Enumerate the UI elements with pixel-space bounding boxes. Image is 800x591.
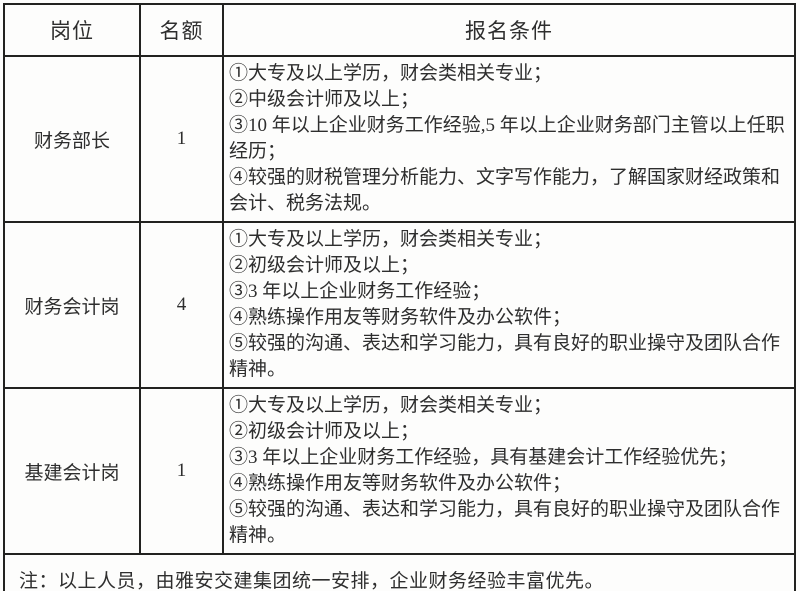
condition-line: ①大专及以上学历，财会类相关专业； bbox=[229, 63, 553, 84]
quota-cell: 4 bbox=[139, 221, 224, 389]
recruitment-table: 岗位 名额 报名条件 财务部长 1 ①大专及以上学历，财会类相关专业； ②中级会… bbox=[3, 3, 796, 591]
condition-line: ⑤较强的沟通、表达和学习能力，具有良好的职业操守及团队合作精神。 bbox=[229, 333, 781, 380]
position-cell: 财务会计岗 bbox=[3, 221, 141, 389]
condition-line: ②中级会计师及以上； bbox=[229, 89, 420, 110]
condition-line: ①大专及以上学历，财会类相关专业； bbox=[229, 395, 553, 416]
condition-line: ③3 年以上企业财务工作经验，具有基建会计工作经验优先； bbox=[229, 447, 738, 468]
position-cell: 基建会计岗 bbox=[3, 387, 141, 555]
condition-line: ⑤较强的沟通、表达和学习能力，具有良好的职业操守及团队合作精神。 bbox=[229, 499, 781, 546]
table-header-row: 岗位 名额 报名条件 bbox=[3, 3, 796, 57]
table-row-financial-accountant: 财务会计岗 4 ①大专及以上学历，财会类相关专业； ②初级会计师及以上； ③3 … bbox=[3, 221, 796, 389]
quota-cell: 1 bbox=[139, 55, 224, 223]
position-cell: 财务部长 bbox=[3, 55, 141, 223]
condition-line: ②初级会计师及以上； bbox=[229, 421, 420, 442]
conditions-cell: ①大专及以上学历，财会类相关专业； ②初级会计师及以上； ③3 年以上企业财务工… bbox=[222, 221, 796, 389]
table-row-finance-director: 财务部长 1 ①大专及以上学历，财会类相关专业； ②中级会计师及以上； ③10 … bbox=[3, 55, 796, 223]
condition-line: ①大专及以上学历，财会类相关专业； bbox=[229, 229, 553, 250]
header-quota: 名额 bbox=[139, 3, 224, 57]
condition-line: ③10 年以上企业财务工作经验,5 年以上企业财务部门主管以上任职经历； bbox=[229, 115, 785, 162]
condition-line: ④熟练操作用友等财务软件及办公软件； bbox=[229, 307, 572, 328]
condition-line: ②初级会计师及以上； bbox=[229, 255, 420, 276]
condition-line: ④熟练操作用友等财务软件及办公软件； bbox=[229, 473, 572, 494]
note-text: 注：以上人员，由雅安交建集团统一安排，企业财务经验丰富优先。 bbox=[3, 553, 796, 591]
table-note-row: 注：以上人员，由雅安交建集团统一安排，企业财务经验丰富优先。 bbox=[3, 553, 796, 591]
conditions-cell: ①大专及以上学历，财会类相关专业； ②中级会计师及以上； ③10 年以上企业财务… bbox=[222, 55, 796, 223]
quota-cell: 1 bbox=[139, 387, 224, 555]
table-row-construction-accountant: 基建会计岗 1 ①大专及以上学历，财会类相关专业； ②初级会计师及以上； ③3 … bbox=[3, 387, 796, 555]
condition-line: ③3 年以上企业财务工作经验； bbox=[229, 281, 491, 302]
header-conditions: 报名条件 bbox=[222, 3, 796, 57]
header-position: 岗位 bbox=[3, 3, 141, 57]
condition-line: ④较强的财税管理分析能力、文字写作能力，了解国家财经政策和会计、税务法规。 bbox=[229, 167, 781, 214]
conditions-cell: ①大专及以上学历，财会类相关专业； ②初级会计师及以上； ③3 年以上企业财务工… bbox=[222, 387, 796, 555]
